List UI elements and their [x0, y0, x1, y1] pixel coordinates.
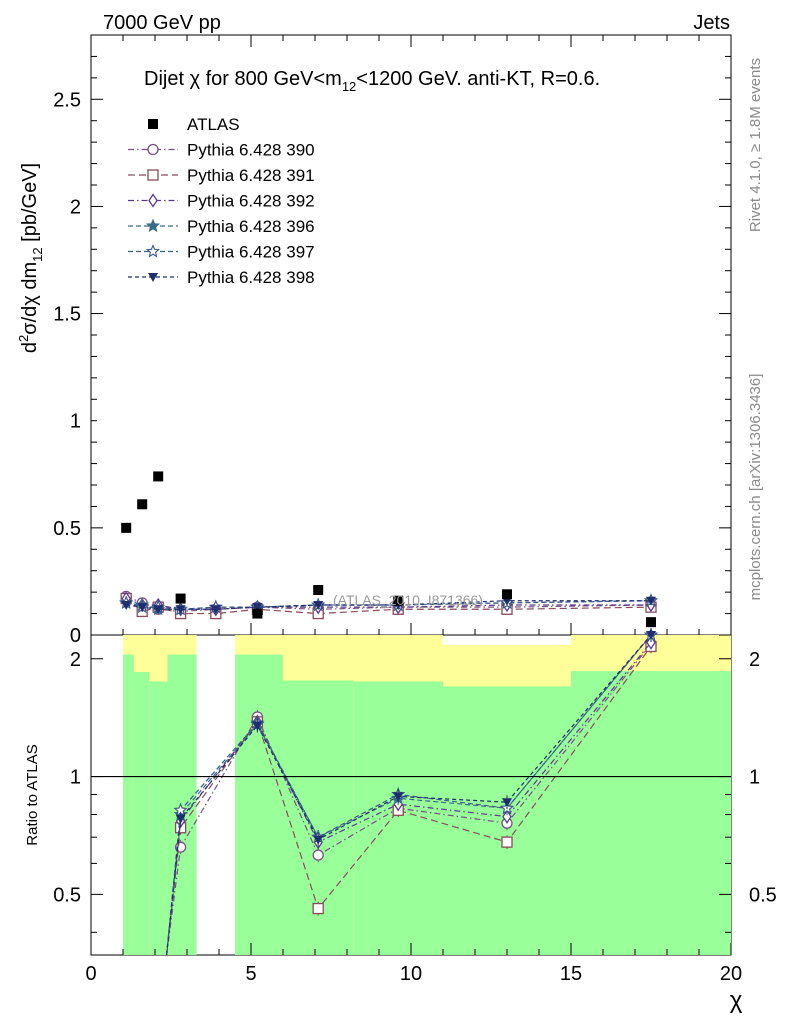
chart-title-part-a: Dijet χ for 800 GeV<m: [144, 68, 342, 90]
x-tick-label: 15: [560, 963, 582, 985]
ratio-band-inner: [123, 654, 134, 955]
ratio-tick-label-left: 1: [70, 767, 81, 789]
ratio-band-inner: [235, 654, 283, 955]
legend-marker: [145, 244, 161, 258]
series-point-main: [121, 601, 132, 610]
legend-marker: [148, 273, 158, 282]
ratio-tick-label-right: 0.5: [749, 884, 777, 906]
ratio-band-inner: [133, 672, 150, 955]
legend-marker: [145, 218, 161, 233]
ratio-band-inner: [571, 671, 731, 955]
data-point-atlas: [137, 499, 148, 510]
series-point-ratio: [312, 902, 324, 915]
series-point-ratio: [501, 836, 513, 848]
series-point-ratio: [313, 835, 324, 845]
series-point-main: [175, 605, 186, 615]
legend-label: Pythia 6.428 397: [187, 243, 315, 262]
ratio-tick-label-right: 1: [749, 767, 760, 789]
y-tick-label: 1.5: [53, 304, 81, 326]
y-tick-label: 1: [70, 411, 81, 433]
mcplots-credit: mcplots.cern.ch [arXiv:1306.3436]: [747, 374, 764, 601]
data-point-atlas: [252, 608, 263, 619]
header-right: Jets: [693, 12, 730, 34]
series-point-main: [153, 605, 164, 615]
data-point-atlas: [646, 617, 656, 628]
x-tick-label: 20: [720, 963, 742, 985]
ylabel-sub: 12: [30, 247, 45, 261]
series-point-ratio: [175, 814, 186, 824]
y-tick-label: 2.5: [53, 89, 81, 111]
ratio-band-inner: [353, 681, 443, 955]
data-point-atlas: [502, 589, 512, 600]
series-point-main: [252, 603, 263, 613]
chart-title: Dijet χ for 800 GeV<m12<1200 GeV. anti-K…: [144, 68, 600, 94]
data-point-atlas: [313, 585, 324, 595]
ratio-tick-label-left: 0.5: [53, 884, 81, 906]
y-tick-label: 0: [70, 625, 81, 647]
chart-title-sub: 12: [342, 79, 356, 94]
ratio-y-axis-label: Ratio to ATLAS: [24, 744, 41, 845]
data-point-atlas: [175, 593, 186, 604]
legend-label: Pythia 6.428 392: [187, 192, 315, 211]
series-point-ratio: [312, 849, 324, 861]
analysis-watermark: (ATLAS_2010_I871366): [333, 592, 483, 608]
x-tick-label: 5: [245, 963, 256, 985]
series-point-ratio: [646, 631, 656, 640]
y-tick-label: 2: [70, 196, 81, 218]
legend-marker-atlas: [148, 119, 158, 129]
chart-title-part-b: <1200 GeV. anti-KT, R=0.6.: [356, 68, 600, 90]
legend-label-atlas: ATLAS: [187, 115, 240, 134]
x-axis-label: χ: [730, 987, 743, 1014]
series-point-ratio: [502, 798, 512, 808]
legend-label: Pythia 6.428 398: [187, 268, 315, 287]
series-line-main: [125, 598, 651, 610]
series-line-main: [125, 598, 652, 615]
rivet-credit: Rivet 4.1.0, ≥ 1.8M events: [747, 58, 764, 232]
header-left: 7000 GeV pp: [103, 12, 221, 34]
series-line-main: [126, 600, 652, 610]
series-point-ratio: [502, 809, 512, 824]
data-point-atlas: [153, 471, 164, 482]
ylabel-mid: σ/dχ dm: [19, 262, 41, 335]
series-point-main: [137, 603, 148, 613]
data-point-atlas: [393, 595, 404, 606]
y-tick-label: 0.5: [53, 518, 81, 540]
legend-marker: [148, 193, 158, 208]
series-point-main: [210, 605, 221, 615]
x-tick-label: 0: [85, 963, 96, 985]
series-point-ratio: [393, 792, 404, 802]
legend-marker: [147, 143, 159, 156]
series-point-main: [313, 601, 324, 610]
legend-label: Pythia 6.428 396: [187, 217, 315, 236]
ylabel-sup: 2: [16, 335, 31, 342]
series-point-main: [646, 596, 656, 606]
ratio-tick-label-right: 2: [749, 649, 760, 671]
legend-label: Pythia 6.428 390: [187, 141, 315, 160]
legend-label: Pythia 6.428 391: [187, 166, 315, 185]
ratio-band-inner: [149, 681, 168, 955]
series-line-main: [126, 600, 651, 610]
ylabel-d: d: [19, 342, 41, 353]
data-point-atlas: [121, 522, 132, 533]
ylabel-end: [pb/GeV]: [19, 163, 41, 248]
y-axis-label: d2σ/dχ dm12 [pb/GeV]: [16, 163, 45, 353]
ratio-tick-label-left: 2: [70, 649, 81, 671]
series-point-ratio: [252, 721, 263, 731]
x-tick-label: 10: [400, 963, 422, 985]
legend-marker: [147, 169, 159, 181]
